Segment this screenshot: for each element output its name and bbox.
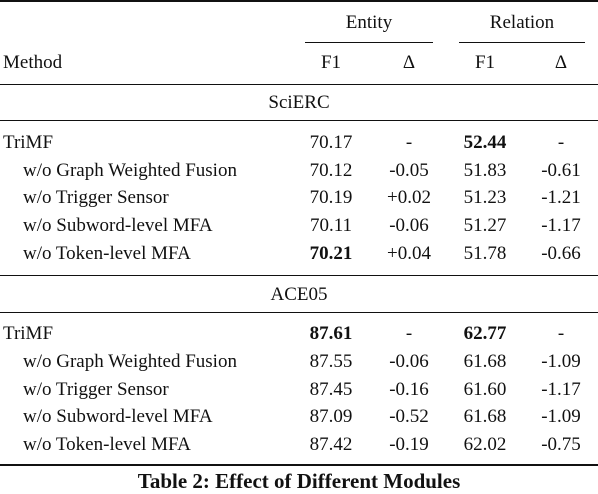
header-rule [0,84,598,85]
method-column-header: Method [3,52,63,73]
entity-f1-cell: 70.12 [309,160,353,181]
relation-delta-cell: -1.21 [541,187,581,208]
relation-f1-cell: 62.02 [463,434,507,455]
relation-f1-header: F1 [474,52,496,73]
section-title-ace05: ACE05 [270,284,328,305]
entity-f1-cell: 70.11 [309,215,353,236]
ace05-section-rule [0,312,598,313]
relation-delta-cell: -1.17 [541,379,581,400]
section-title-scierc: SciERC [268,92,330,113]
entity-f1-cell: 70.19 [309,187,353,208]
entity-delta-cell: -0.06 [389,351,429,372]
entity-delta-cell: - [405,323,413,344]
entity-delta-header: Δ [402,52,416,73]
method-cell: w/o Graph Weighted Fusion [23,160,237,181]
entity-f1-cell: 70.17 [309,132,353,153]
entity-delta-cell: -0.05 [389,160,429,181]
entity-f1-cell: 87.61 [309,323,353,344]
method-cell: w/o Trigger Sensor [23,187,169,208]
relation-delta-cell: -1.17 [541,215,581,236]
method-cell: w/o Subword-level MFA [23,406,213,427]
entity-delta-cell: +0.02 [387,187,431,208]
method-cell: w/o Token-level MFA [23,434,191,455]
relation-delta-cell: -0.75 [541,434,581,455]
entity-delta-cell: -0.19 [389,434,429,455]
entity-f1-cell: 70.21 [309,243,353,264]
relation-f1-cell: 52.44 [463,132,507,153]
ace05-divider-rule [0,275,598,276]
entity-delta-cell: -0.06 [389,215,429,236]
relation-f1-cell: 61.68 [463,351,507,372]
method-cell: w/o Trigger Sensor [23,379,169,400]
relation-group-header: Relation [489,12,555,33]
relation-delta-header: Δ [554,52,568,73]
entity-f1-cell: 87.09 [309,406,353,427]
entity-delta-cell: -0.16 [389,379,429,400]
relation-f1-cell: 61.68 [463,406,507,427]
scierc-section-rule [0,120,598,121]
relation-f1-cell: 61.60 [463,379,507,400]
method-cell: w/o Graph Weighted Fusion [23,351,237,372]
bottom-rule [0,464,598,466]
entity-f1-cell: 87.45 [309,379,353,400]
method-cell: TriMF [3,132,54,153]
relation-f1-cell: 51.23 [463,187,507,208]
method-cell: TriMF [3,323,54,344]
relation-f1-cell: 62.77 [463,323,507,344]
relation-f1-cell: 51.78 [463,243,507,264]
method-cell: w/o Subword-level MFA [23,215,213,236]
relation-delta-cell: -0.66 [541,243,581,264]
relation-delta-cell: -0.61 [541,160,581,181]
entity-f1-header: F1 [320,52,342,73]
method-cell: w/o Token-level MFA [23,243,191,264]
relation-group-rule [459,42,585,43]
relation-f1-cell: 51.83 [463,160,507,181]
relation-f1-cell: 51.27 [463,215,507,236]
entity-group-header: Entity [345,12,393,33]
relation-delta-cell: -1.09 [541,351,581,372]
entity-f1-cell: 87.42 [309,434,353,455]
table-caption: Table 2: Effect of Different Modules [137,469,461,493]
top-rule [0,0,598,2]
relation-delta-cell: - [557,132,565,153]
relation-delta-cell: -1.09 [541,406,581,427]
entity-f1-cell: 87.55 [309,351,353,372]
entity-group-rule [305,42,433,43]
entity-delta-cell: - [405,132,413,153]
entity-delta-cell: +0.04 [387,243,431,264]
entity-delta-cell: -0.52 [389,406,429,427]
relation-delta-cell: - [557,323,565,344]
